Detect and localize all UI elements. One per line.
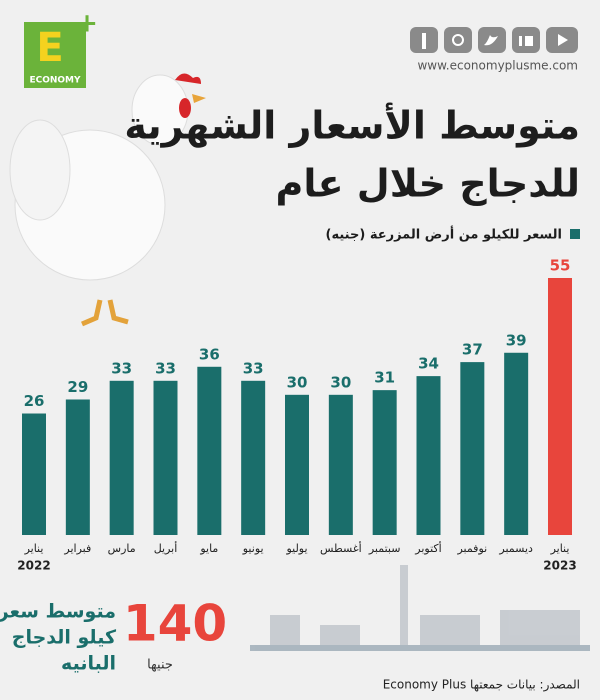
value-label: 55: [550, 257, 571, 275]
bar: [328, 394, 353, 535]
x-tick-label: نوفمبر: [456, 542, 487, 555]
bar: [285, 394, 309, 535]
x-tick-label: أكتوبر: [414, 541, 441, 555]
x-tick-label: يوليو: [285, 542, 307, 555]
value-label: 26: [24, 392, 45, 410]
x-tick-label: مارس: [108, 542, 136, 555]
glyph: [525, 36, 533, 46]
logo-name: ECONOMY: [29, 76, 81, 86]
chart-title: متوسط الأسعار الشهرية: [124, 102, 580, 148]
logo-letter: E: [36, 25, 63, 71]
bar: [372, 390, 397, 535]
value-label: 30: [287, 373, 308, 391]
icon-glyphs: [422, 33, 568, 49]
chicken-illustration: [9, 73, 206, 327]
x-tick-label: أبريل: [154, 541, 178, 555]
bar: [197, 366, 222, 535]
glyph: [422, 33, 426, 49]
x-tick-label: ديسمبر: [498, 542, 533, 555]
value-label: 39: [506, 331, 527, 349]
x-tick-year: 2022: [17, 559, 50, 573]
value-label: 34: [418, 355, 439, 373]
legend-swatch: [570, 229, 580, 239]
glyph: [484, 35, 498, 46]
bar: [241, 380, 266, 535]
value-label: 30: [330, 373, 351, 391]
skyline: [250, 565, 590, 651]
x-tick-label: يونيو: [242, 542, 264, 555]
bar: [22, 413, 46, 535]
value-label: 37: [462, 341, 483, 359]
value-label: 33: [155, 359, 176, 377]
highlight-caption: كيلو الدجاج: [12, 627, 117, 649]
logo-box: [24, 22, 86, 88]
glyph: [452, 34, 464, 46]
x-tick-label: فبراير: [63, 542, 91, 555]
x-tick-year: 2023: [543, 559, 576, 573]
source: المصدر: بيانات جمعتها Economy Plus: [383, 678, 580, 693]
highlight-value: 140: [123, 595, 227, 653]
highlight-unit: جنيها: [147, 658, 173, 673]
bar: [153, 380, 178, 535]
chart: متوسط الأسعار الشهرية للدجاج خلال عام ال…: [17, 102, 580, 573]
value-label: 29: [67, 378, 88, 396]
bar: [460, 362, 485, 535]
bar: [504, 352, 529, 535]
highlight-caption: البانيه: [61, 653, 116, 675]
x-tick-label: أغسطس: [320, 541, 362, 555]
chart-title: للدجاج خلال عام: [275, 162, 580, 207]
value-label: 33: [111, 359, 132, 377]
icon[interactable]: [444, 27, 472, 53]
bar: [65, 399, 90, 535]
x-tick-label: يناير: [550, 542, 570, 555]
x-tick-label: يناير: [24, 542, 44, 555]
bar: [109, 380, 134, 535]
value-label: 36: [199, 345, 220, 363]
bar: [416, 376, 441, 535]
glyph: [519, 36, 522, 46]
website: www.economyplusme.com: [417, 59, 578, 73]
bar: [548, 278, 572, 535]
highlight-caption: متوسط سعر: [0, 601, 116, 623]
value-label: 31: [374, 369, 395, 387]
glyph: [558, 34, 568, 46]
x-tick-label: مايو: [199, 542, 218, 555]
logo-plus: +: [76, 9, 98, 39]
value-label: 33: [243, 359, 264, 377]
legend-label: السعر للكيلو من أرض المزرعة (جنيه): [326, 226, 562, 243]
x-tick-label: سبتمبر: [368, 542, 401, 555]
